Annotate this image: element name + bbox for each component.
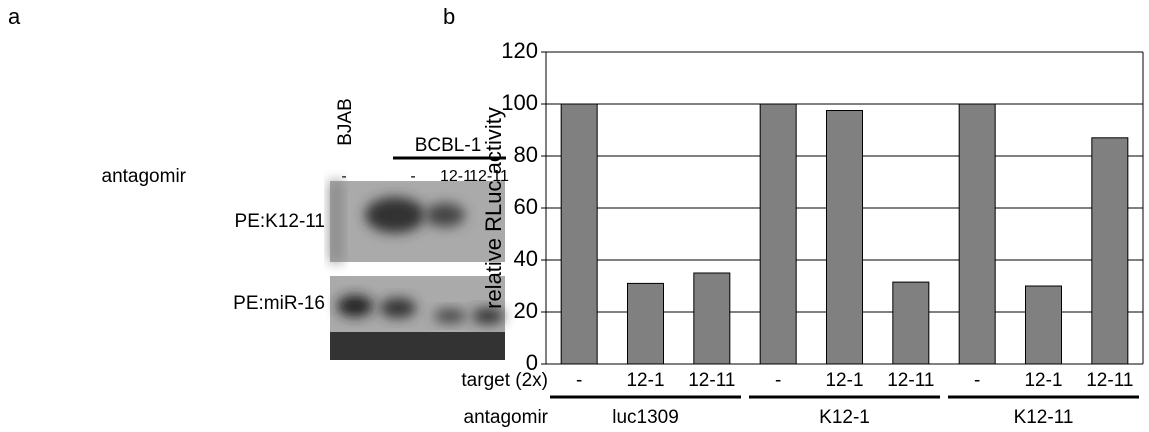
row-label: antagomir	[102, 166, 187, 187]
group-label: K12-11	[1014, 407, 1074, 428]
cell-line: BCBL-1	[415, 135, 482, 156]
bar	[760, 104, 796, 364]
page: {"panel_a": {"label": "a", "lane_group":…	[0, 0, 1149, 432]
x-tick-label: -	[775, 370, 781, 391]
group-axis-label: antagomir	[464, 407, 549, 428]
blot	[330, 276, 505, 360]
x-tick-label: 12-1	[626, 370, 664, 391]
bar	[959, 104, 995, 364]
y-tick-label: 100	[501, 90, 538, 115]
group-label: luc1309	[612, 407, 679, 428]
y-tick-label: 40	[514, 246, 538, 271]
blot-label: PE:miR-16	[233, 293, 325, 314]
y-axis-label: relative RLuc activity	[481, 107, 506, 309]
y-tick-label: 60	[514, 194, 538, 219]
x-tick-label: 12-11	[1086, 370, 1133, 391]
x-tick-label: 12-1	[825, 370, 863, 391]
bar	[561, 104, 597, 364]
x-tick-label: -	[576, 370, 582, 391]
x-tick-label: -	[974, 370, 980, 391]
y-tick-label: 80	[514, 142, 538, 167]
y-tick-label: 20	[514, 298, 538, 323]
figure: a BJAB BCBL-1 antagomir - - 12-1 12-11 P…	[0, 0, 1149, 432]
panel-label: a	[8, 4, 21, 29]
y-tick-label: 0	[526, 350, 538, 375]
blot-label: PE:K12-11	[235, 211, 325, 232]
x-tick-label: 12-1	[1024, 370, 1062, 391]
bar	[893, 282, 929, 364]
group-label: K12-1	[819, 407, 870, 428]
blot	[330, 181, 505, 262]
bar	[628, 283, 664, 364]
panel-label: b	[443, 4, 455, 29]
x-tick-label: 12-11	[688, 370, 735, 391]
bar	[827, 111, 863, 365]
x-tick-label: 12-11	[887, 370, 934, 391]
lane-label: BJAB	[335, 98, 356, 146]
bar	[1026, 286, 1062, 364]
bar	[694, 273, 730, 364]
bar	[1092, 138, 1128, 364]
y-tick-label: 120	[501, 38, 538, 63]
